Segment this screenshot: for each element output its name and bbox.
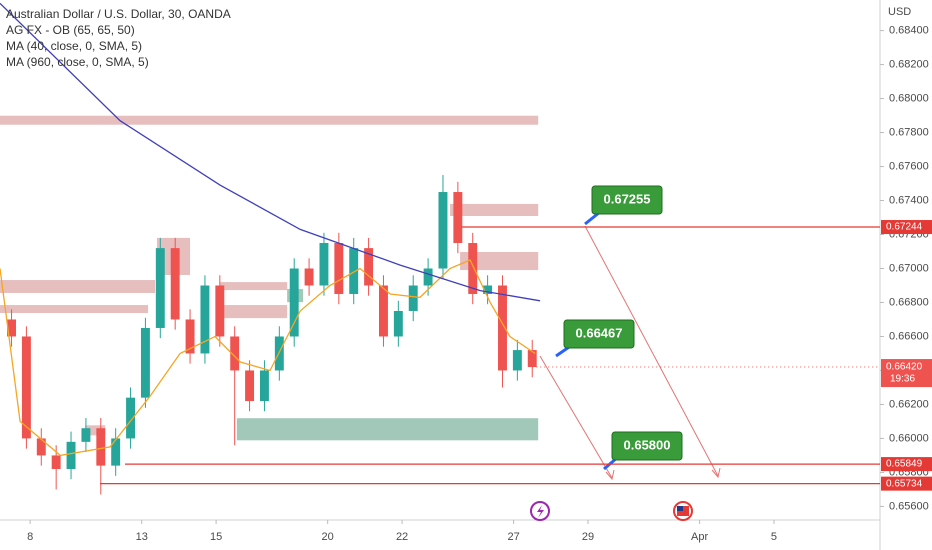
level-label: 0.65849 — [886, 459, 923, 470]
y-tick-label: 0.65600 — [889, 500, 929, 512]
countdown: 19:36 — [890, 374, 915, 385]
candle-body — [304, 268, 314, 286]
candle-body — [230, 336, 240, 371]
order-block — [0, 115, 539, 125]
candle-body — [379, 285, 388, 337]
x-tick-label: 13 — [136, 531, 148, 543]
x-tick-label: 20 — [322, 531, 334, 543]
candle-body — [289, 268, 299, 337]
candle-body — [498, 285, 507, 371]
candle-body — [364, 248, 374, 286]
candle-body — [527, 350, 537, 368]
flag-icon-glyph — [677, 506, 683, 511]
x-tick-label: 22 — [396, 531, 408, 543]
x-tick-label: 29 — [582, 531, 594, 543]
indicator-name: AG FX - OB (65, 65, 50) — [6, 23, 135, 37]
candle-body — [126, 397, 136, 439]
level-label: 0.67244 — [886, 222, 923, 233]
last-price-label: 0.66420 — [886, 362, 923, 373]
candle-body — [245, 370, 255, 402]
level-label-bg — [881, 476, 932, 491]
arrow-head — [605, 469, 615, 481]
y-tick-label: 0.66600 — [889, 330, 929, 342]
x-tick-label: 15 — [210, 531, 222, 543]
candle-body — [408, 285, 418, 311]
candle-body — [319, 243, 329, 286]
order-block — [460, 252, 539, 271]
legend-entry: MA (960, close, 0, SMA, 5) — [6, 55, 149, 69]
callout-box — [611, 431, 683, 461]
candle-body — [7, 319, 16, 337]
order-block — [220, 305, 288, 319]
callout-text: 0.67255 — [604, 191, 651, 206]
callout-text: 0.65800 — [624, 437, 671, 452]
callout-box — [591, 185, 663, 215]
order-block — [85, 425, 106, 436]
candle-body — [259, 370, 269, 402]
candle-body — [438, 192, 448, 269]
candle-body — [81, 428, 91, 442]
candle-body — [170, 248, 180, 320]
y-tick-label: 0.68200 — [889, 58, 929, 70]
x-tick-label: Apr — [691, 531, 708, 543]
level-label-bg — [881, 220, 932, 235]
y-tick-label: 0.67800 — [889, 126, 929, 138]
candle-body — [200, 285, 210, 354]
y-tick-label: 0.68000 — [889, 92, 929, 104]
candle-body — [215, 285, 225, 337]
candle-body — [423, 268, 433, 286]
y-tick-label: 0.67600 — [889, 160, 929, 172]
last-price-bg — [881, 359, 932, 388]
arrow — [539, 355, 613, 479]
x-tick-label: 27 — [508, 531, 520, 543]
order-block — [450, 203, 539, 216]
candle-body — [453, 192, 463, 244]
candle-body — [36, 438, 46, 456]
order-block — [220, 282, 288, 291]
event-icon-glyph — [537, 505, 544, 518]
candle-body — [393, 310, 403, 337]
y-tick-label: 0.66200 — [889, 398, 929, 410]
currency: USD — [888, 6, 911, 18]
y-tick-label: 0.66000 — [889, 432, 929, 444]
candle-body — [334, 243, 344, 294]
candle-body — [21, 336, 31, 439]
candle-body — [349, 248, 359, 294]
chart-title: Australian Dollar / U.S. Dollar, 30, OAN… — [6, 7, 231, 21]
candle-body — [155, 248, 165, 328]
candle-body — [140, 327, 150, 398]
x-tick-label: 5 — [771, 531, 777, 543]
candle-body — [51, 455, 61, 470]
candle-body — [185, 319, 195, 354]
callout-box — [563, 319, 635, 349]
candle-body — [512, 350, 522, 371]
candle-body — [111, 438, 121, 466]
y-tick-label: 0.67400 — [889, 194, 929, 206]
x-tick-label: 8 — [27, 531, 33, 543]
arrow-head — [711, 467, 721, 479]
level-label: 0.65734 — [886, 478, 923, 489]
order-block — [0, 305, 149, 314]
y-tick-label: 0.67000 — [889, 262, 929, 274]
moving-average — [0, 259, 536, 457]
callout-text: 0.66467 — [576, 325, 623, 340]
candle-body — [483, 285, 493, 294]
candle-body — [66, 441, 76, 470]
y-tick-label: 0.68400 — [889, 24, 929, 36]
y-tick-label: 0.66800 — [889, 296, 929, 308]
candle-body — [96, 428, 106, 466]
order-block — [236, 418, 539, 441]
arrow — [584, 225, 719, 477]
legend-entry: MA (40, close, 0, SMA, 5) — [6, 39, 142, 53]
moving-average — [0, 2, 541, 302]
level-label-bg — [881, 457, 932, 472]
order-block — [0, 280, 156, 293]
candle-body — [468, 243, 478, 294]
